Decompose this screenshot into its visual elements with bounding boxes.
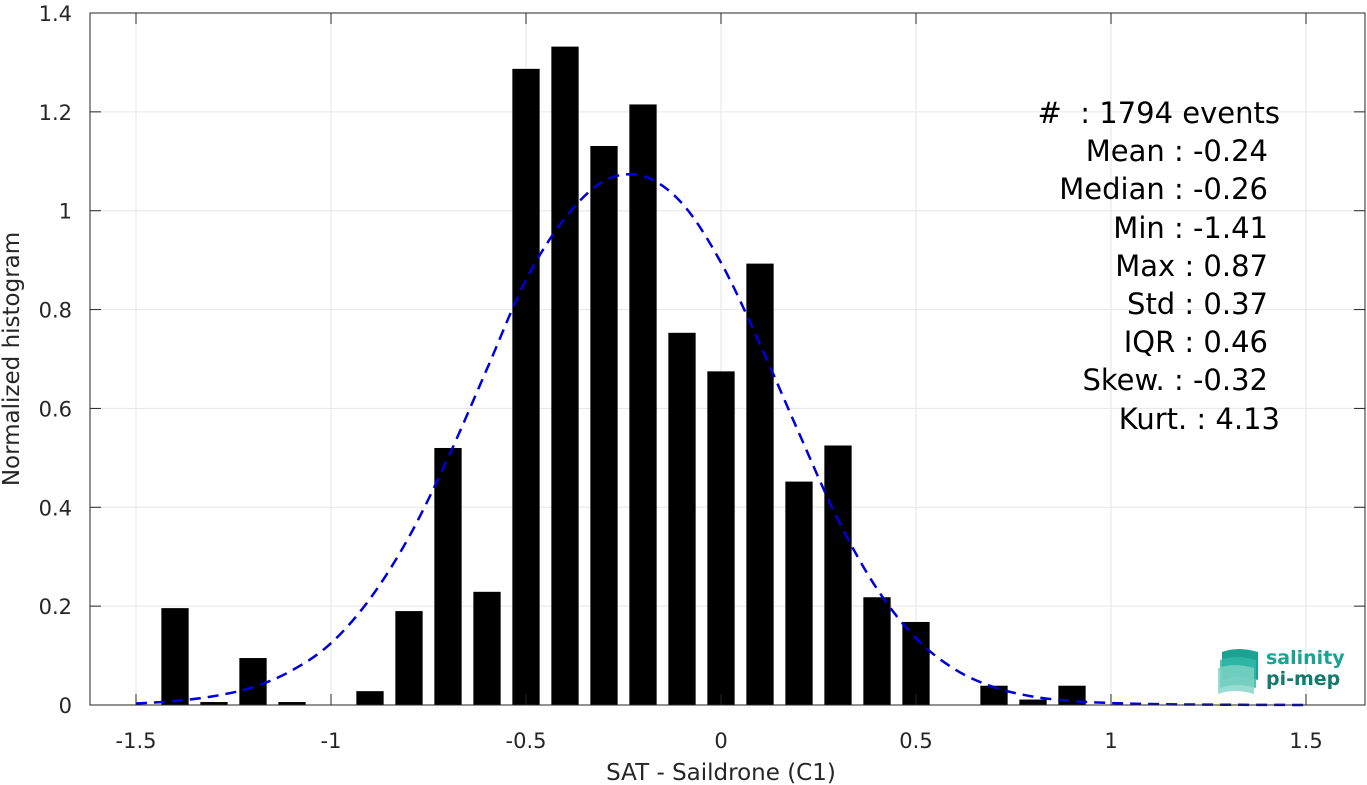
x-tick-label: 1.5 [1289, 729, 1322, 753]
stat-line: # : 1794 events [1037, 96, 1280, 130]
stat-line: Max : 0.87 [1115, 248, 1268, 283]
x-axis-title: SAT - Saildrone (C1) [606, 760, 836, 785]
x-tick-label: -1.5 [116, 729, 157, 753]
wave-logo-icon [1218, 649, 1258, 694]
y-tick-label: 0.8 [39, 299, 72, 323]
axes-box [89, 12, 1366, 706]
fit-curve [135, 172, 1307, 707]
histogram-bar [161, 608, 189, 705]
histogram-bar [395, 611, 423, 705]
stat-line: Mean : -0.24 [1085, 134, 1268, 169]
salinity-pi-mep-logo: salinity pi-mep [1216, 646, 1346, 696]
histogram-bar [980, 685, 1008, 705]
y-tick-label: 1 [59, 200, 72, 224]
stat-line: Min : -1.41 [1113, 210, 1268, 245]
histogram-bar [200, 702, 228, 705]
histogram-bar [239, 658, 267, 705]
x-tick-label: 1 [1104, 729, 1117, 753]
stat-line: Skew. : -0.32 [1082, 363, 1268, 398]
histogram-bar [590, 145, 618, 705]
x-tick-label: 0.5 [899, 729, 932, 753]
histogram-bar [707, 371, 735, 705]
histogram-bar [902, 621, 930, 705]
axes-frame [89, 12, 1366, 706]
bars-group [161, 46, 1086, 705]
histogram-bar [434, 447, 462, 705]
histogram-bar [785, 481, 813, 705]
stat-line: IQR : 0.46 [1123, 325, 1268, 360]
histogram-bar [356, 691, 384, 705]
stat-line: Median : -0.26 [1059, 172, 1268, 207]
histogram-bar [629, 104, 657, 705]
stat-line: Kurt. : 4.13 [1118, 401, 1280, 436]
histogram-bar [473, 591, 501, 705]
histogram-bar [668, 332, 696, 705]
x-tick-label: -0.5 [506, 729, 547, 753]
histogram-bar [746, 263, 774, 705]
logo-text-line1: salinity [1266, 647, 1345, 669]
y-tick-label: 0.6 [39, 397, 72, 421]
y-axis-title: Normalized histogram [0, 232, 25, 486]
y-tick-label: 0 [59, 694, 72, 718]
histogram-bar [824, 445, 852, 705]
histogram-bar [278, 702, 306, 705]
histogram-bar [551, 46, 579, 705]
x-tick-label: -1 [321, 729, 342, 753]
histogram-bar [863, 597, 891, 705]
y-tick-label: 0.4 [39, 496, 72, 520]
logo-text-line2: pi-mep [1266, 668, 1341, 690]
y-tick-label: 1.4 [39, 2, 72, 26]
y-tick-label: 0.2 [39, 595, 72, 619]
statistics-box: # : 1794 events Mean : -0.24 Median : -0.2… [900, 94, 1280, 438]
histogram-bar [512, 68, 540, 705]
stat-line: Std : 0.37 [1127, 286, 1268, 321]
x-tick-label: 0 [714, 729, 727, 753]
x-tick-labels: -1.5 -1 -0.5 0 0.5 1 1.5 [116, 729, 1323, 753]
histogram-bar [1019, 699, 1047, 705]
y-tick-label: 1.2 [39, 101, 72, 125]
y-tick-labels: 0 0.2 0.4 0.6 0.8 1 1.2 1.4 [39, 2, 72, 718]
